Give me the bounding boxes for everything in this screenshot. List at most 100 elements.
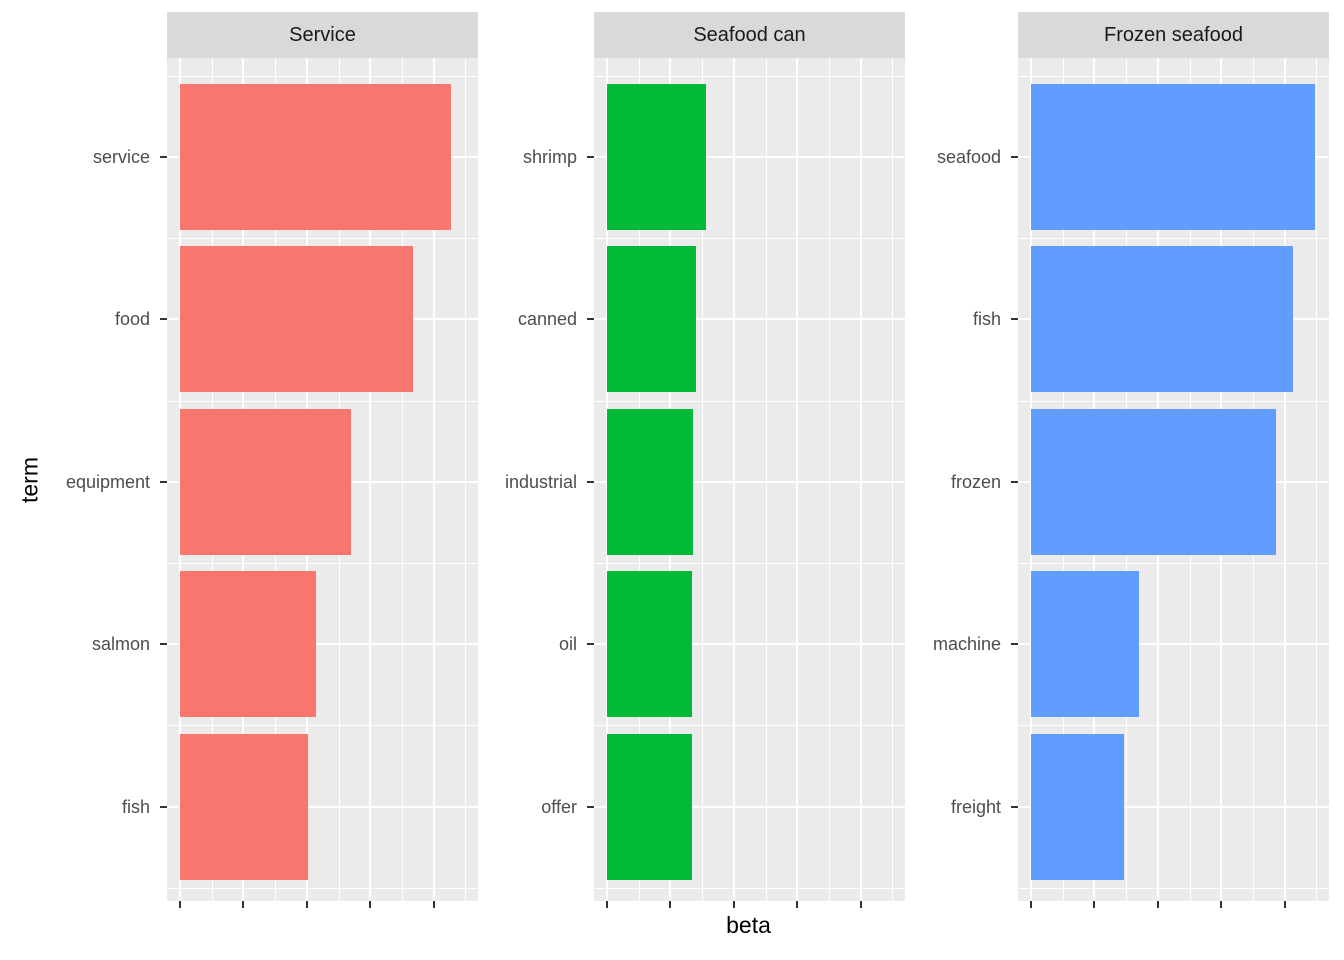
gridline-major-h	[167, 643, 478, 646]
gridline-minor-h	[167, 563, 478, 564]
y-axis-tick	[160, 480, 167, 483]
gridline-major-v	[369, 58, 372, 901]
gridline-minor-h	[1018, 75, 1329, 77]
bar-frozen	[1031, 408, 1276, 555]
gridline-minor-h	[167, 725, 478, 727]
gridline-minor-v	[892, 58, 894, 901]
gridline-minor-v	[828, 58, 830, 901]
facet-strip: Seafood can	[594, 12, 905, 58]
bar-machine	[1031, 571, 1140, 718]
gridline-minor-h	[594, 563, 905, 564]
gridline-major-h	[594, 643, 905, 646]
y-tick-label: salmon	[91, 634, 150, 655]
gridline-minor-h	[167, 887, 478, 889]
gridline-minor-v	[1316, 58, 1318, 901]
bar-shrimp	[607, 84, 706, 230]
gridline-minor-h	[1018, 887, 1329, 889]
y-axis-tick	[1011, 156, 1018, 158]
y-tick-label: seafood	[936, 147, 1001, 167]
bar-seafood	[1031, 84, 1315, 230]
x-axis-tick	[1093, 901, 1096, 908]
gridline-minor-h	[594, 400, 905, 402]
gridline-minor-h	[594, 887, 905, 889]
y-axis-tick	[160, 643, 167, 646]
gridline-minor-h	[1018, 725, 1329, 727]
y-tick-label: fish	[972, 309, 1001, 330]
y-tick-label: frozen	[950, 471, 1001, 492]
gridline-major-v	[432, 58, 435, 901]
bar-service	[180, 84, 451, 230]
bar-industrial	[607, 408, 693, 555]
y-axis-tick	[587, 805, 594, 808]
y-tick-label: canned	[517, 309, 577, 330]
x-axis-tick	[796, 901, 799, 908]
y-tick-label: offer	[541, 796, 577, 817]
gridline-minor-v	[465, 58, 467, 901]
gridline-major-v	[1283, 58, 1286, 901]
bar-offer	[607, 733, 692, 880]
gridline-major-h	[594, 480, 905, 483]
y-axis-tick	[1011, 318, 1018, 321]
gridline-major-v	[732, 58, 735, 901]
y-tick-label: oil	[558, 634, 577, 655]
gridline-major-h	[1018, 805, 1329, 808]
gridline-major-h	[594, 156, 905, 158]
gridline-minor-h	[1018, 563, 1329, 564]
gridline-major-v	[859, 58, 862, 901]
gridline-minor-h	[594, 238, 905, 240]
y-axis-tick	[587, 480, 594, 483]
facet-strip: Service	[167, 12, 478, 58]
gridline-minor-v	[765, 58, 767, 901]
bar-salmon	[180, 571, 317, 718]
gridline-minor-v	[401, 58, 403, 901]
y-tick-label: equipment	[65, 471, 150, 492]
facet-panel	[594, 58, 905, 901]
y-axis-tick	[1011, 805, 1018, 808]
x-axis-tick	[369, 901, 372, 908]
facet-panel	[167, 58, 478, 901]
gridline-minor-h	[1018, 238, 1329, 240]
gridline-minor-h	[1018, 400, 1329, 402]
x-axis-tick	[669, 901, 672, 908]
x-axis-title: beta	[726, 912, 771, 938]
bar-fish	[1031, 246, 1293, 393]
gridline-major-h	[167, 805, 478, 808]
facet-panel	[1018, 58, 1329, 901]
x-axis-tick	[305, 901, 308, 908]
facet-strip-title: Service	[289, 23, 356, 46]
y-axis-tick	[160, 318, 167, 321]
gridline-minor-h	[167, 238, 478, 240]
bar-food	[180, 246, 413, 393]
bar-equipment	[180, 408, 352, 555]
facet-strip: Frozen seafood	[1018, 12, 1329, 58]
y-tick-label: industrial	[504, 471, 577, 492]
y-axis-tick	[587, 156, 594, 158]
y-axis-tick	[587, 643, 594, 646]
y-tick-label: freight	[950, 796, 1001, 817]
y-axis-tick	[160, 805, 167, 808]
x-axis-tick	[1220, 901, 1223, 908]
gridline-major-h	[594, 318, 905, 321]
bar-oil	[607, 571, 692, 718]
y-tick-label: fish	[121, 796, 150, 817]
facet-strip-title: Seafood can	[693, 23, 806, 46]
gridline-minor-h	[594, 725, 905, 727]
facet-strip-title: Frozen seafood	[1104, 23, 1243, 46]
gridline-minor-h	[167, 400, 478, 402]
gridline-major-h	[594, 805, 905, 808]
bar-freight	[1031, 733, 1124, 880]
gridline-major-v	[796, 58, 799, 901]
y-tick-label: food	[114, 309, 150, 330]
gridline-minor-h	[594, 75, 905, 77]
y-axis-tick	[587, 318, 594, 321]
x-axis-tick	[1283, 901, 1286, 908]
y-tick-label: service	[92, 147, 150, 167]
x-axis-tick	[432, 901, 435, 908]
x-axis-tick	[859, 901, 862, 908]
y-axis-tick	[1011, 480, 1018, 483]
x-axis-tick	[606, 901, 608, 908]
y-tick-label: machine	[932, 634, 1001, 655]
x-axis-tick	[242, 901, 245, 908]
gridline-minor-v	[702, 58, 704, 901]
